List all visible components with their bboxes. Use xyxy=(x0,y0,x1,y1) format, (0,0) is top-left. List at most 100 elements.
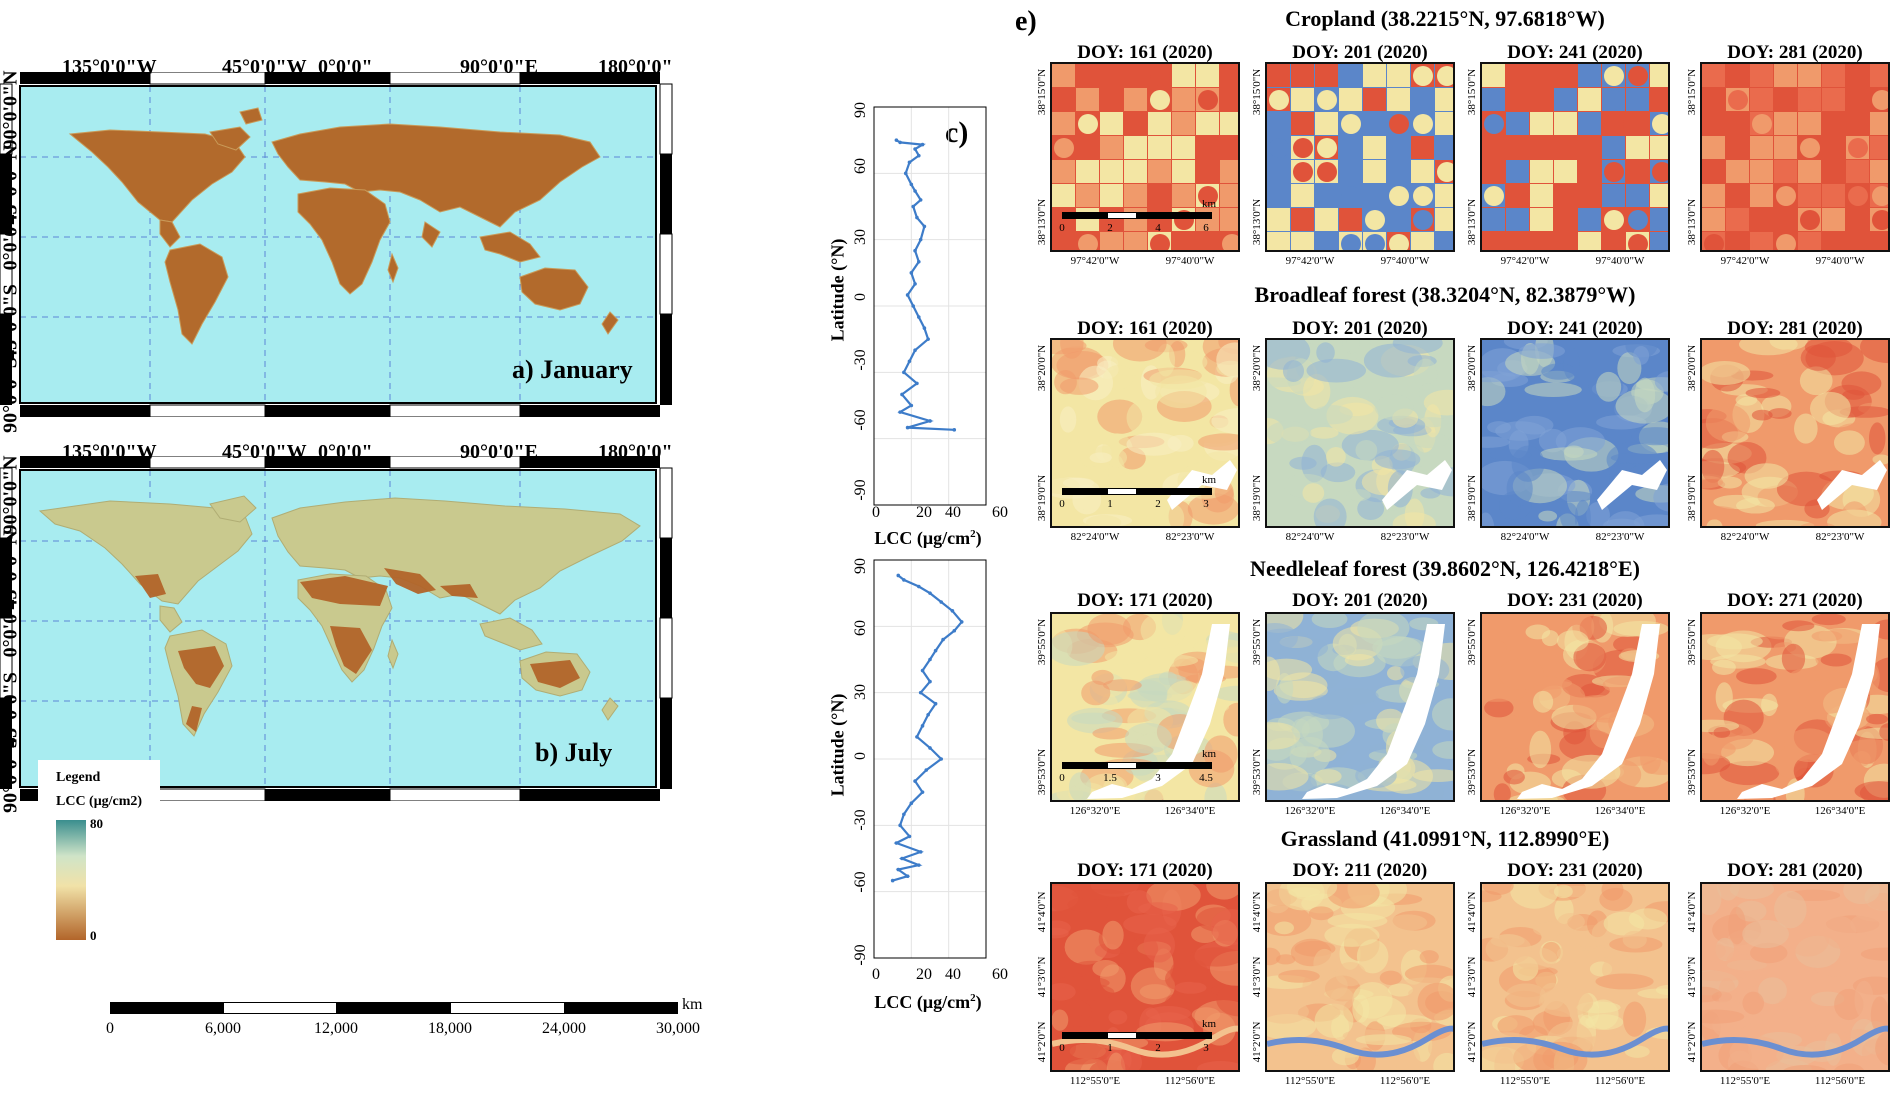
site-0-field xyxy=(1363,184,1386,207)
site-0-pivot xyxy=(1413,210,1433,230)
site-0-field xyxy=(1602,184,1625,207)
site-0-field xyxy=(1554,232,1577,250)
site-0-tile-3-lat-1: 38°13'0"N xyxy=(1686,198,1698,246)
site-0-tile-2-lon-0: 97°42'0"W xyxy=(1500,255,1550,267)
site-0-pivot xyxy=(1652,66,1668,86)
site-1-texture xyxy=(1313,498,1347,526)
site-1-doy-2: DOY: 241 (2020) xyxy=(1507,318,1643,339)
site-3-scalebar xyxy=(1062,1032,1212,1039)
c1-point-29 xyxy=(900,856,904,861)
c1-point-22 xyxy=(920,790,925,794)
c1-frame xyxy=(873,559,987,959)
c1-ylabel: Latitude (°N) xyxy=(827,693,848,797)
site-3-tile-2-lon-1: 112°56'0"E xyxy=(1594,1075,1646,1087)
site-0-pivot xyxy=(1198,90,1218,110)
site-1-scale-label-2: 2 xyxy=(1155,498,1161,510)
site-0-field xyxy=(1798,64,1821,87)
site-1-texture xyxy=(1482,436,1510,448)
site-0-pivot xyxy=(1078,114,1098,134)
site-2-texture xyxy=(1223,702,1238,737)
site-0-field xyxy=(1750,160,1773,183)
site-1-texture xyxy=(1482,377,1506,407)
legend-box: Legend LCC (μg/cm2) 80 0 xyxy=(38,760,160,950)
site-0-pivot xyxy=(1484,114,1504,134)
site-1-texture xyxy=(1755,519,1815,526)
site-0-pivot xyxy=(1872,162,1888,182)
c1-point-31 xyxy=(896,867,901,872)
site-3-texture xyxy=(1702,986,1722,1003)
site-1-river xyxy=(1382,460,1452,510)
site-title-2: Needleleaf forest (39.8602°N, 126.4218°E… xyxy=(1250,556,1640,581)
site-0-field xyxy=(1702,64,1725,87)
site-2-texture xyxy=(1736,668,1777,685)
site-3-tile-0-lon-0: 112°55'0"E xyxy=(1069,1075,1121,1087)
site-1-texture xyxy=(1282,360,1305,382)
site-0-field xyxy=(1076,160,1099,183)
site-3-texture xyxy=(1173,1042,1216,1064)
site-2-texture xyxy=(1503,769,1525,785)
site-0-field xyxy=(1435,88,1453,111)
site-3-tile-3-lat-0: 41°4'0"N xyxy=(1686,891,1698,933)
c1-point-16 xyxy=(920,724,925,728)
site-0-field xyxy=(1196,160,1219,183)
site-0-pivot xyxy=(1293,234,1313,250)
site-0-field xyxy=(1124,184,1147,207)
site-3-texture xyxy=(1623,1001,1647,1037)
site-2-texture xyxy=(1311,614,1348,629)
site-0-field xyxy=(1124,64,1147,87)
c1-ytick-6: -90 xyxy=(852,944,869,966)
site-1-texture xyxy=(1633,346,1650,365)
site-3-texture xyxy=(1052,983,1076,1001)
site-2-tile-3-lon-1: 126°34'0"E xyxy=(1814,805,1866,817)
site-0-field xyxy=(1435,184,1453,207)
site-2-texture xyxy=(1087,614,1131,646)
site-3-texture xyxy=(1749,942,1788,964)
site-3-texture xyxy=(1206,884,1238,900)
site-0-pivot xyxy=(1269,138,1289,158)
site-1-texture xyxy=(1126,432,1182,456)
site-0-field xyxy=(1124,88,1147,111)
site-0-pivot xyxy=(1652,162,1668,182)
jan-lon-label-5: 180°0'0" xyxy=(598,56,673,78)
site-1-texture xyxy=(1744,463,1789,489)
site-2-scale-unit: km xyxy=(1202,748,1217,760)
site-0-field xyxy=(1554,208,1577,231)
site-2-texture xyxy=(1052,631,1105,666)
site-2-texture xyxy=(1761,693,1778,717)
site-0-field xyxy=(1798,112,1821,135)
c1-point-3 xyxy=(928,591,932,595)
site-1-texture xyxy=(1560,502,1579,526)
site-1-texture xyxy=(1702,475,1724,489)
site-0-pivot xyxy=(1532,162,1552,182)
site-0-field xyxy=(1846,112,1869,135)
site-2-doy-1: DOY: 201 (2020) xyxy=(1292,590,1428,611)
site-0-pivot xyxy=(1628,210,1648,230)
site-2-texture xyxy=(1572,694,1624,720)
site-1-scale-label-3: 3 xyxy=(1203,498,1209,510)
site-2-tile-2-lon-0: 126°32'0"E xyxy=(1499,805,1551,817)
site-1-texture xyxy=(1346,489,1371,502)
site-1-texture xyxy=(1267,420,1312,446)
site-1-texture xyxy=(1773,428,1798,454)
site-0-field xyxy=(1870,112,1888,135)
site-3-texture xyxy=(1327,884,1380,909)
jul-lon-label-5: 180°0'0" xyxy=(598,441,673,463)
site-1-scale-label-0: 0 xyxy=(1059,498,1065,510)
site-3-texture xyxy=(1145,1006,1192,1021)
site-2-scalebar xyxy=(1062,762,1212,769)
c1-ytick-0: 90 xyxy=(852,558,869,574)
site-3-texture xyxy=(1850,913,1886,936)
site-0-scalebar xyxy=(1062,212,1212,219)
site-2-texture xyxy=(1291,718,1310,739)
lcc-latitude-chart-january xyxy=(873,106,987,506)
site-1-texture xyxy=(1089,452,1112,464)
site-3-image-3 xyxy=(1700,882,1890,1072)
site-0-field xyxy=(1870,64,1888,87)
site-1-texture xyxy=(1059,377,1099,395)
site-1-texture xyxy=(1799,366,1833,396)
site-0-field xyxy=(1554,64,1577,87)
site-0-pivot xyxy=(1365,234,1385,250)
site-3-texture xyxy=(1387,983,1413,997)
site-1-image-1-pattern xyxy=(1267,340,1453,526)
site-0-field xyxy=(1196,64,1219,87)
